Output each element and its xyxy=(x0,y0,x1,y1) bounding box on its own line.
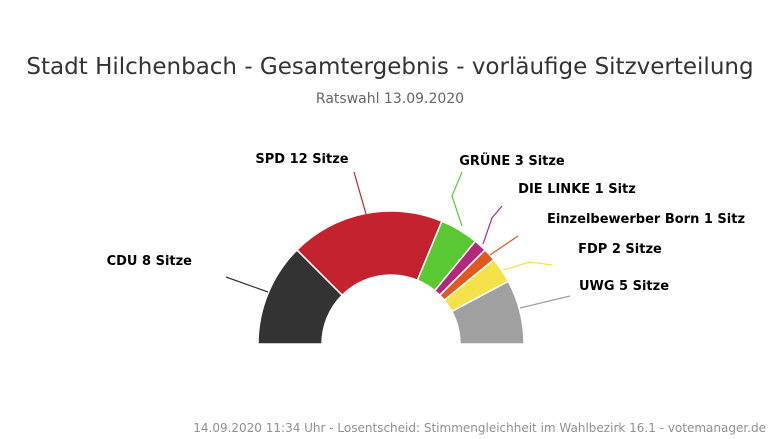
connector-gr-ne xyxy=(451,171,463,227)
label-connectors xyxy=(225,171,571,309)
label-gr-ne: GRÜNE 3 Sitze xyxy=(459,153,565,169)
label-einzelbewerber-born: Einzelbewerber Born 1 Sitz xyxy=(547,212,745,227)
connector-uwg xyxy=(519,295,571,309)
chart-slices xyxy=(257,210,525,345)
label-fdp: FDP 2 Sitze xyxy=(578,242,662,257)
chart-title: Stadt Hilchenbach - Gesamtergebnis - vor… xyxy=(26,54,754,80)
label-spd: SPD 12 Sitze xyxy=(255,152,348,167)
connector-spd xyxy=(353,171,367,215)
connector-die-linke xyxy=(482,205,503,245)
slice-uwg[interactable] xyxy=(450,280,525,345)
label-uwg: UWG 5 Sitze xyxy=(579,279,669,294)
chart-labels: CDU 8 Sitze SPD 12 Sitze GRÜNE 3 Sitze DIE … xyxy=(107,152,745,294)
connector-cdu xyxy=(225,276,269,293)
label-die-linke: DIE LINKE 1 Sitz xyxy=(518,182,636,197)
connector-fdp xyxy=(502,261,553,271)
slice-spd[interactable] xyxy=(295,210,443,297)
chart-subtitle: Ratswahl 13.09.2020 xyxy=(315,91,465,107)
label-cdu: CDU 8 Sitze xyxy=(107,254,193,269)
chart-footer: 14.09.2020 11:34 Uhr - Losentscheid: Sti… xyxy=(193,421,766,435)
connector-einzelbewerber-born xyxy=(489,235,519,256)
